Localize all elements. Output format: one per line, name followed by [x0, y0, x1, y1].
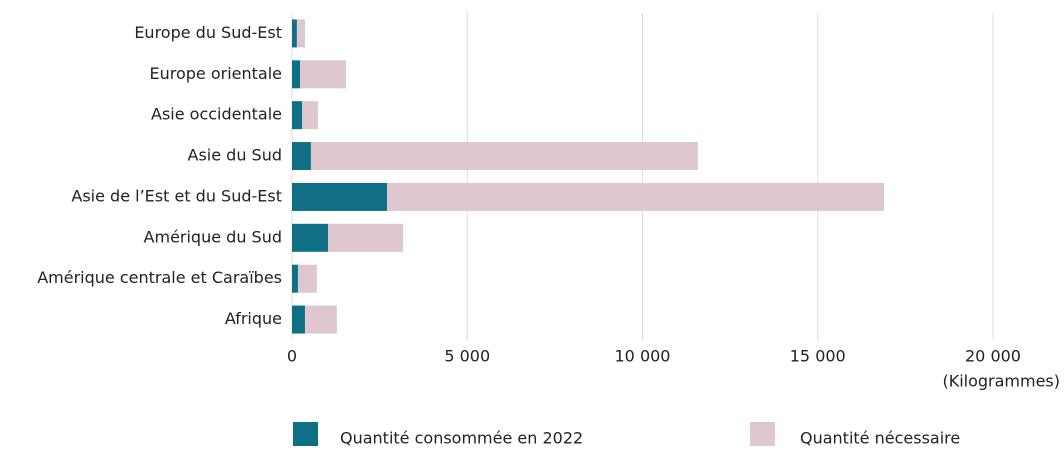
y-tick-label: Asie du Sud: [188, 146, 283, 165]
bar: [292, 60, 301, 89]
bar: [292, 223, 329, 252]
y-tick-label: Amérique centrale et Caraïbes: [37, 268, 282, 287]
bar: [292, 264, 298, 293]
legend-swatch: [750, 422, 775, 446]
bar: [328, 223, 404, 252]
x-tick-label: 5 000: [444, 347, 490, 366]
bar: [302, 101, 318, 130]
bar: [310, 142, 698, 171]
bar: [300, 60, 346, 89]
bar: [292, 101, 303, 130]
bar: [292, 19, 297, 48]
bar: [292, 182, 387, 211]
bar: [386, 182, 884, 211]
bar: [292, 142, 311, 171]
x-tick-label: 20 000: [965, 347, 1021, 366]
y-tick-label: Asie de l’Est et du Sud-Est: [71, 186, 282, 205]
x-axis-label: (Kilogrammes): [942, 372, 1060, 391]
legend-label: Quantité consommée en 2022: [340, 429, 583, 448]
y-tick-label: Europe du Sud-Est: [134, 23, 282, 42]
y-tick-label: Afrique: [225, 309, 282, 328]
legend-label: Quantité nécessaire: [800, 429, 960, 448]
bar: [292, 305, 305, 334]
legend-swatch: [293, 422, 318, 446]
y-tick-label: Amérique du Sud: [144, 227, 282, 246]
x-tick-label: 15 000: [790, 347, 846, 366]
bar: [296, 19, 305, 48]
x-tick-label: 10 000: [615, 347, 671, 366]
y-tick-label: Asie occidentale: [151, 105, 282, 124]
bar: [304, 305, 337, 334]
y-tick-label: Europe orientale: [149, 64, 282, 83]
x-tick-label: 0: [287, 347, 297, 366]
bar: [297, 264, 317, 293]
